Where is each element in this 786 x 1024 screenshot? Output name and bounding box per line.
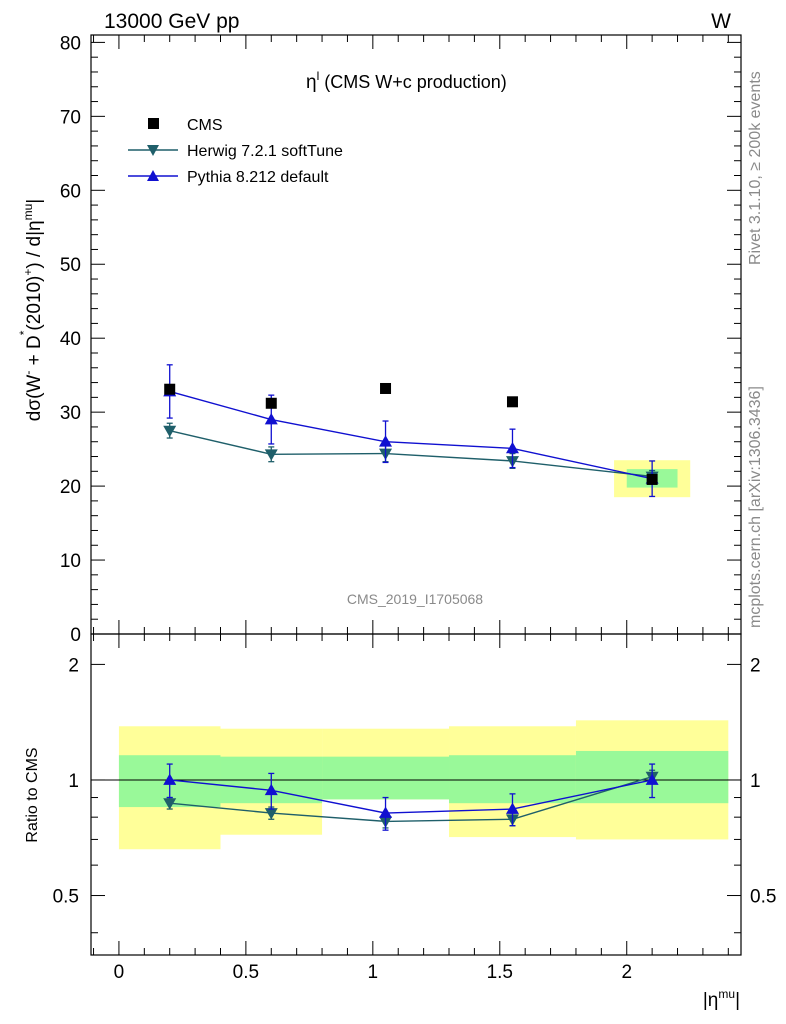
y-axis-label-star: * bbox=[17, 330, 31, 335]
x-axis-label: |ηmu| bbox=[703, 987, 740, 1011]
legend-cms-label: CMS bbox=[187, 117, 223, 134]
y-axis-label-part-c: (2010) bbox=[24, 276, 45, 331]
herwig-main-marker bbox=[264, 449, 278, 461]
cms-data-point bbox=[646, 473, 658, 485]
y-axis-label-close: | bbox=[24, 199, 45, 204]
herwig-main-line bbox=[169, 429, 653, 478]
y-axis-label-part-b: + D bbox=[24, 335, 45, 370]
legend-herwig-marker bbox=[147, 145, 159, 156]
ratio-tick-label-right: 2 bbox=[750, 655, 761, 676]
cms-data-point bbox=[265, 397, 277, 409]
x-tick-label: 2 bbox=[621, 962, 632, 983]
y-tick-label: 50 bbox=[60, 255, 81, 276]
ratio-band-inner bbox=[322, 756, 450, 800]
cms-data-point bbox=[380, 382, 392, 394]
ratio-tick-label-right: 1 bbox=[750, 771, 761, 792]
x-axis-label-main: |η bbox=[703, 990, 719, 1011]
cms-data-point bbox=[506, 396, 518, 408]
y-tick-label: 80 bbox=[60, 33, 81, 54]
pythia-ratio-marker bbox=[163, 773, 177, 785]
legend-cms-marker bbox=[148, 118, 159, 129]
y-axis-label-part-a: dσ(W bbox=[24, 375, 45, 422]
pythia-main-marker bbox=[505, 441, 519, 454]
cms-data-point bbox=[164, 383, 176, 395]
y-axis-label-part-d: ) / d|η bbox=[24, 220, 45, 268]
x-axis-label-close: | bbox=[735, 990, 740, 1011]
legend-herwig-label: Herwig 7.2.1 softTune bbox=[187, 143, 343, 160]
pythia-ratio-marker bbox=[645, 773, 659, 785]
ratio-tick-label-left: 1 bbox=[68, 771, 79, 792]
ratio-tick-label-left: 0.5 bbox=[53, 887, 79, 908]
x-tick-label: 1 bbox=[368, 962, 379, 983]
mcplots-label: mcplots.cern.ch [arXiv:1306.3436] bbox=[747, 386, 764, 628]
y-axis-label: dσ(W- + D*(2010)+) / d|ηmu| bbox=[17, 199, 45, 421]
y-tick-label: 40 bbox=[60, 329, 81, 350]
plot-title-rest: (CMS W+c production) bbox=[319, 72, 507, 92]
y-tick-label: 0 bbox=[70, 625, 81, 646]
y-axis-label-minus: - bbox=[21, 371, 35, 375]
x-tick-label: 0.5 bbox=[233, 962, 259, 983]
herwig-ratio-marker bbox=[163, 798, 177, 810]
pythia-main-marker bbox=[264, 413, 278, 425]
y-tick-label: 60 bbox=[60, 181, 81, 202]
plot-title-sup: l bbox=[317, 69, 320, 83]
pythia-main-marker bbox=[379, 435, 393, 447]
x-axis-label-sup: mu bbox=[718, 987, 735, 1001]
x-tick-label: 0 bbox=[114, 962, 125, 983]
ratio-y-axis-label: Ratio to CMS bbox=[24, 747, 41, 842]
herwig-ratio-marker bbox=[264, 808, 278, 820]
y-axis-label-mu: mu bbox=[21, 204, 35, 221]
header-process-label: W bbox=[711, 10, 731, 33]
y-tick-label: 70 bbox=[60, 107, 81, 128]
legend-pythia-label: Pythia 8.212 default bbox=[187, 169, 329, 186]
main-series bbox=[163, 364, 659, 498]
y-tick-label: 30 bbox=[60, 403, 81, 424]
rivet-version-label: Rivet 3.1.10, ≥ 200k events bbox=[747, 71, 764, 265]
plot-title-eta: η bbox=[306, 72, 317, 93]
plot-title: ηl (CMS W+c production) bbox=[306, 69, 507, 93]
pythia-main-line bbox=[169, 390, 653, 480]
ratio-tick-label-left: 2 bbox=[68, 655, 79, 676]
x-tick-label: 1.5 bbox=[487, 962, 513, 983]
legend: CMS Herwig 7.2.1 softTune Pythia 8.212 d… bbox=[128, 117, 343, 186]
y-tick-label: 10 bbox=[60, 551, 81, 572]
y-tick-label: 20 bbox=[60, 477, 81, 498]
header-energy-label: 13000 GeV pp bbox=[104, 10, 239, 33]
pythia-ratio-marker bbox=[379, 806, 393, 818]
ratio-series bbox=[163, 763, 659, 831]
herwig-main-marker bbox=[163, 425, 177, 438]
pythia-ratio-marker bbox=[505, 802, 519, 814]
y-axis-label-plus: + bbox=[21, 269, 35, 276]
ratio-tick-label-right: 0.5 bbox=[750, 887, 776, 908]
ratio-frame bbox=[90, 633, 742, 956]
pythia-ratio-marker bbox=[264, 783, 278, 796]
analysis-watermark: CMS_2019_I1705068 bbox=[347, 591, 483, 607]
legend-pythia-marker bbox=[147, 170, 159, 181]
